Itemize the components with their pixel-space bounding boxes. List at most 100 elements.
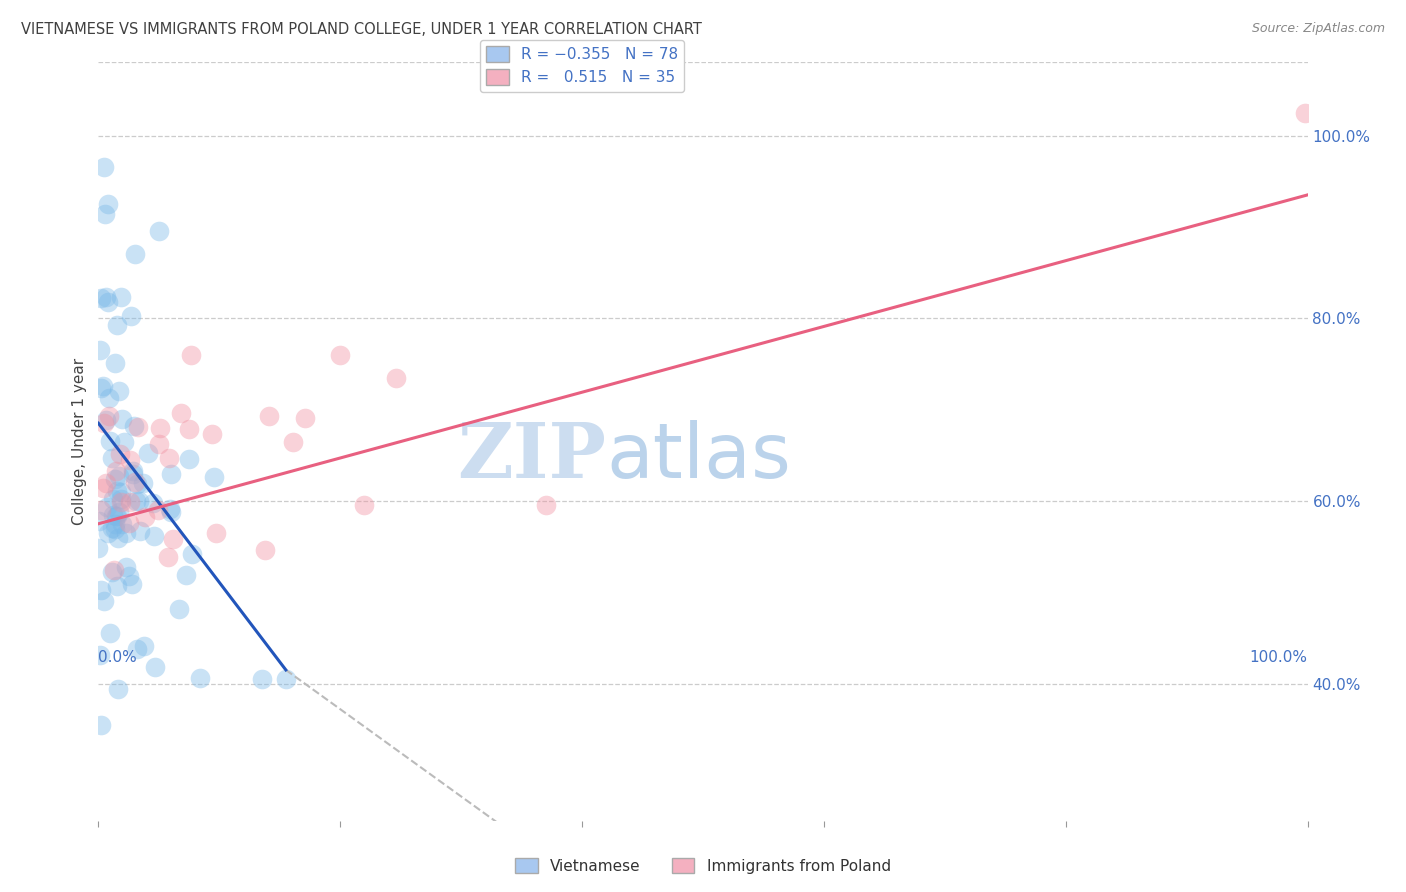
Point xyxy=(160,467,183,481)
Y-axis label: College, Under 1 year: College, Under 1 year xyxy=(72,358,87,525)
Legend: Vietnamese, Immigrants from Poland: Vietnamese, Immigrants from Poland xyxy=(509,852,897,880)
Point xyxy=(143,528,166,542)
Point xyxy=(94,475,117,490)
Point xyxy=(108,447,131,461)
Point xyxy=(353,499,375,513)
Point xyxy=(250,672,273,686)
Point xyxy=(110,290,132,304)
Point xyxy=(89,648,111,662)
Point xyxy=(125,476,148,491)
Point xyxy=(105,464,128,478)
Point xyxy=(180,348,202,362)
Point xyxy=(87,541,110,555)
Point xyxy=(93,417,115,431)
Point xyxy=(159,450,181,465)
Point xyxy=(145,660,167,674)
Point xyxy=(188,671,211,685)
Point xyxy=(96,290,118,304)
Point xyxy=(177,451,200,466)
Point xyxy=(90,502,112,516)
Point xyxy=(108,505,131,519)
Point xyxy=(98,625,121,640)
Point xyxy=(534,499,557,513)
Point xyxy=(101,492,124,507)
Point xyxy=(98,434,121,448)
Point xyxy=(90,291,112,305)
Point xyxy=(89,514,111,528)
Point xyxy=(104,516,127,531)
Point xyxy=(89,343,111,357)
Point xyxy=(118,453,141,467)
Point xyxy=(110,494,132,508)
Point xyxy=(174,567,197,582)
Point xyxy=(170,406,193,420)
Point xyxy=(148,436,170,450)
Point xyxy=(118,516,141,530)
Point xyxy=(148,503,170,517)
Point xyxy=(101,521,124,535)
Point xyxy=(115,525,138,540)
Point xyxy=(131,476,153,491)
Point xyxy=(202,470,225,484)
Point xyxy=(121,576,143,591)
Point xyxy=(105,579,128,593)
Point xyxy=(108,469,131,483)
Point xyxy=(111,516,134,531)
Point xyxy=(294,411,316,425)
Point xyxy=(385,370,408,384)
Point xyxy=(120,310,142,324)
Text: VIETNAMESE VS IMMIGRANTS FROM POLAND COLLEGE, UNDER 1 YEAR CORRELATION CHART: VIETNAMESE VS IMMIGRANTS FROM POLAND COL… xyxy=(21,22,702,37)
Point xyxy=(104,508,127,523)
Point xyxy=(97,526,120,541)
Point xyxy=(101,566,124,580)
Point xyxy=(107,681,129,696)
Point xyxy=(111,412,134,426)
Point xyxy=(121,467,143,481)
Point xyxy=(181,547,204,561)
Point xyxy=(97,295,120,310)
Point xyxy=(160,505,183,519)
Point xyxy=(124,419,146,434)
Point xyxy=(129,524,152,539)
Point xyxy=(97,197,120,211)
Point xyxy=(108,384,131,398)
Point xyxy=(96,500,118,515)
Point xyxy=(162,533,184,547)
Text: ZIP: ZIP xyxy=(457,420,606,493)
Point xyxy=(98,409,121,423)
Point xyxy=(128,493,150,508)
Point xyxy=(122,464,145,478)
Point xyxy=(134,510,156,524)
Point xyxy=(127,641,149,656)
Point xyxy=(104,472,127,486)
Point xyxy=(112,435,135,450)
Point xyxy=(142,496,165,510)
Point xyxy=(124,475,146,489)
Point xyxy=(254,542,277,557)
Point xyxy=(204,526,226,541)
Point xyxy=(257,409,280,423)
Point xyxy=(104,522,127,536)
Point xyxy=(110,492,132,507)
Point xyxy=(120,495,142,509)
Point xyxy=(91,481,114,495)
Point xyxy=(157,549,180,564)
Point xyxy=(136,446,159,460)
Point xyxy=(107,532,129,546)
Point xyxy=(105,509,128,524)
Text: 0.0%: 0.0% xyxy=(98,650,138,665)
Point xyxy=(103,356,125,370)
Text: atlas: atlas xyxy=(606,420,792,493)
Point xyxy=(179,422,201,436)
Text: Source: ZipAtlas.com: Source: ZipAtlas.com xyxy=(1251,22,1385,36)
Point xyxy=(91,379,114,393)
Point xyxy=(103,563,125,577)
Point xyxy=(105,318,128,333)
Point xyxy=(118,569,141,583)
Point xyxy=(148,224,170,238)
Point xyxy=(274,672,297,686)
Point xyxy=(100,451,122,466)
Point xyxy=(281,435,304,450)
Point xyxy=(201,426,224,441)
Point xyxy=(90,583,112,598)
